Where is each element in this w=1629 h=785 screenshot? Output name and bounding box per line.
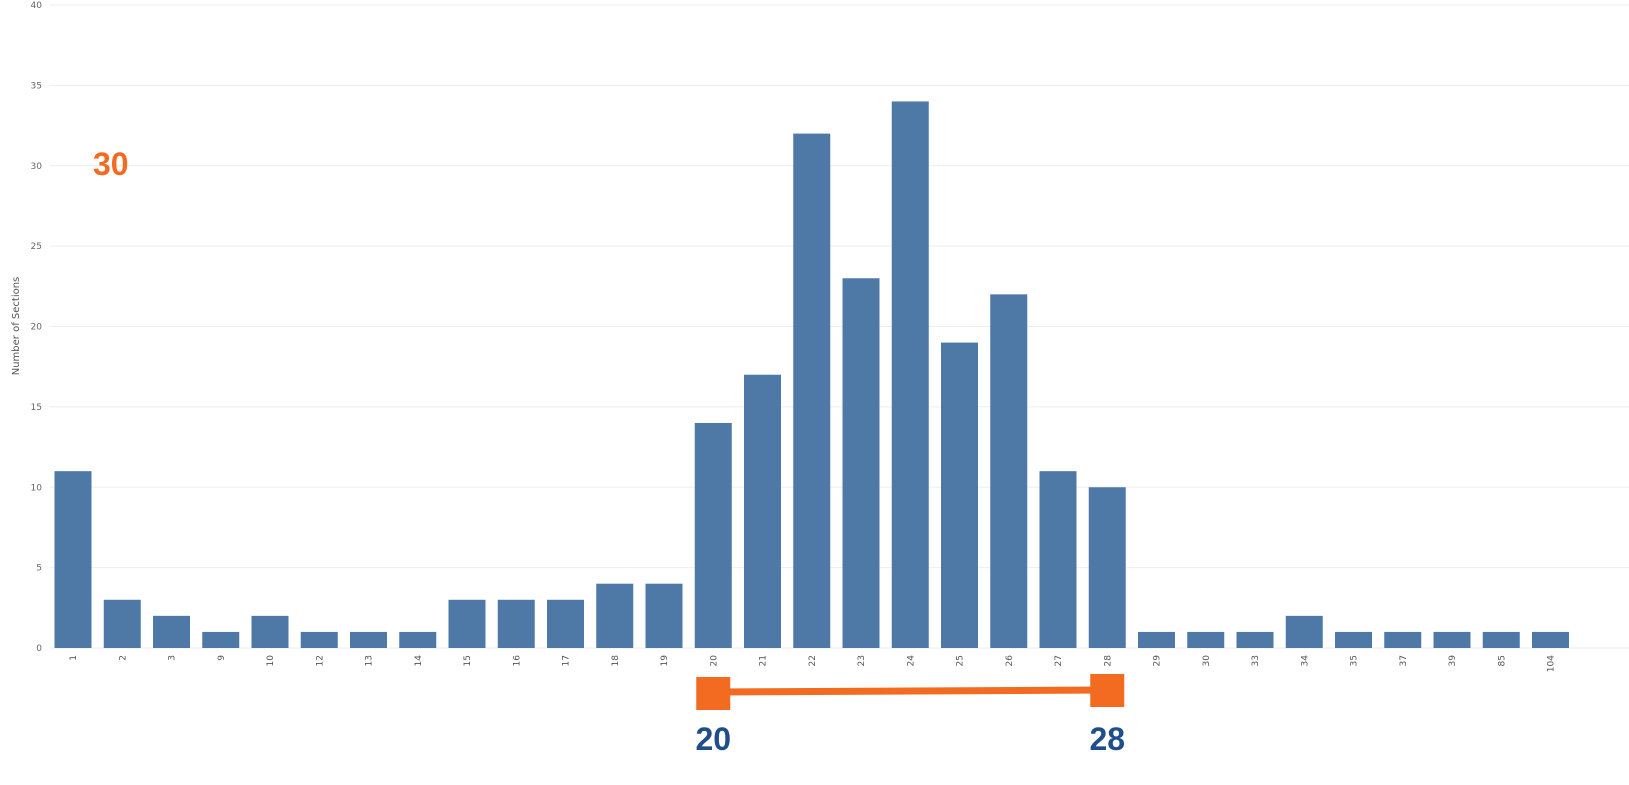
bar-22: [793, 133, 831, 649]
range-end-label: 28: [1089, 721, 1125, 757]
x-axis-ticks: 1 2 3 9 10 12 13 14 15 16 17 18 19 20 21 22 23 24 25 26 27 28…: [69, 655, 1557, 672]
bar-33: [1236, 631, 1274, 648]
y-axis-label: Number of Sections: [11, 277, 22, 376]
bar-85: [1482, 631, 1520, 648]
bar-26: [990, 294, 1028, 648]
x-tick-label: 35: [1350, 655, 1360, 666]
x-tick-label: 15: [463, 655, 473, 666]
x-tick-label: 12: [315, 655, 325, 666]
bar-9: [202, 631, 240, 648]
bar-1: [54, 471, 92, 648]
bar-14: [399, 631, 437, 648]
y-tick-label: 30: [31, 162, 43, 172]
bar-15: [448, 599, 486, 648]
y-tick-label: 35: [31, 81, 42, 91]
x-tick-label: 34: [1300, 655, 1310, 667]
bar-28: [1088, 487, 1126, 648]
y-tick-label: 10: [31, 483, 43, 493]
bar-19: [645, 583, 683, 648]
x-tick-label: 13: [365, 655, 375, 666]
range-line: [713, 686, 1108, 696]
x-tick-label: 29: [1153, 655, 1163, 667]
x-tick-label: 16: [512, 655, 522, 667]
x-tick-label: 33: [1251, 655, 1261, 666]
x-tick-label: 18: [611, 655, 621, 667]
y-tick-label: 25: [31, 242, 42, 252]
x-tick-label: 20: [709, 655, 719, 667]
y-tick-label: 15: [31, 403, 42, 413]
x-tick-label: 24: [906, 655, 916, 667]
x-tick-label: 14: [414, 655, 424, 667]
x-tick-label: 37: [1399, 655, 1409, 666]
range-bracket: [696, 674, 1125, 710]
range-end-marker: [1090, 674, 1125, 707]
bar-13: [350, 631, 387, 648]
y-axis-ticks: 0 5 10 15 20 25 30 35 40: [31, 1, 43, 654]
bar-35: [1335, 631, 1372, 648]
y-tick-label: 5: [36, 564, 42, 574]
x-tick-label: 39: [1448, 655, 1458, 667]
x-tick-label: 28: [1103, 655, 1113, 667]
x-tick-label: 26: [1005, 655, 1015, 667]
x-tick-label: 21: [759, 655, 769, 666]
range-start-label: 20: [695, 721, 731, 757]
x-tick-label: 1: [69, 655, 79, 661]
y-tick-label: 40: [31, 1, 43, 11]
grid-layer: [50, 4, 1629, 649]
range-start-marker: [696, 677, 731, 710]
bar-34: [1285, 615, 1323, 648]
x-tick-label: 22: [808, 655, 818, 666]
bar-25: [941, 342, 978, 648]
x-tick-label: 9: [217, 655, 227, 661]
x-tick-label: 2: [118, 655, 128, 661]
bar-23: [842, 278, 880, 648]
y-tick-label: 20: [31, 323, 43, 333]
bar-16: [497, 599, 535, 648]
bars: [54, 101, 1569, 649]
x-tick-label: 3: [168, 655, 178, 661]
bar-12: [300, 631, 338, 648]
bar-20: [694, 422, 732, 648]
x-tick-label: 104: [1547, 655, 1557, 672]
bar-3: [153, 615, 190, 648]
x-tick-label: 85: [1497, 655, 1507, 666]
x-tick-label: 23: [857, 655, 867, 666]
bar-29: [1138, 631, 1175, 648]
x-tick-label: 19: [660, 655, 670, 667]
bar-37: [1384, 631, 1422, 648]
y-tick-label: 0: [36, 644, 42, 654]
bar-10: [251, 615, 289, 648]
bar-18: [596, 583, 634, 648]
bar-104: [1532, 631, 1569, 648]
x-tick-label: 10: [266, 655, 276, 667]
bar-17: [547, 599, 584, 648]
x-tick-label: 25: [956, 655, 966, 666]
bar-30: [1187, 631, 1225, 648]
bar-21: [744, 374, 781, 648]
bar-2: [103, 599, 141, 648]
bar-24: [891, 101, 929, 648]
annotation-value-label: 30: [93, 146, 129, 182]
x-tick-label: 17: [562, 655, 572, 666]
bar-39: [1433, 631, 1471, 648]
bar-27: [1039, 471, 1077, 648]
x-tick-label: 30: [1202, 655, 1212, 667]
x-tick-label: 27: [1054, 655, 1064, 666]
